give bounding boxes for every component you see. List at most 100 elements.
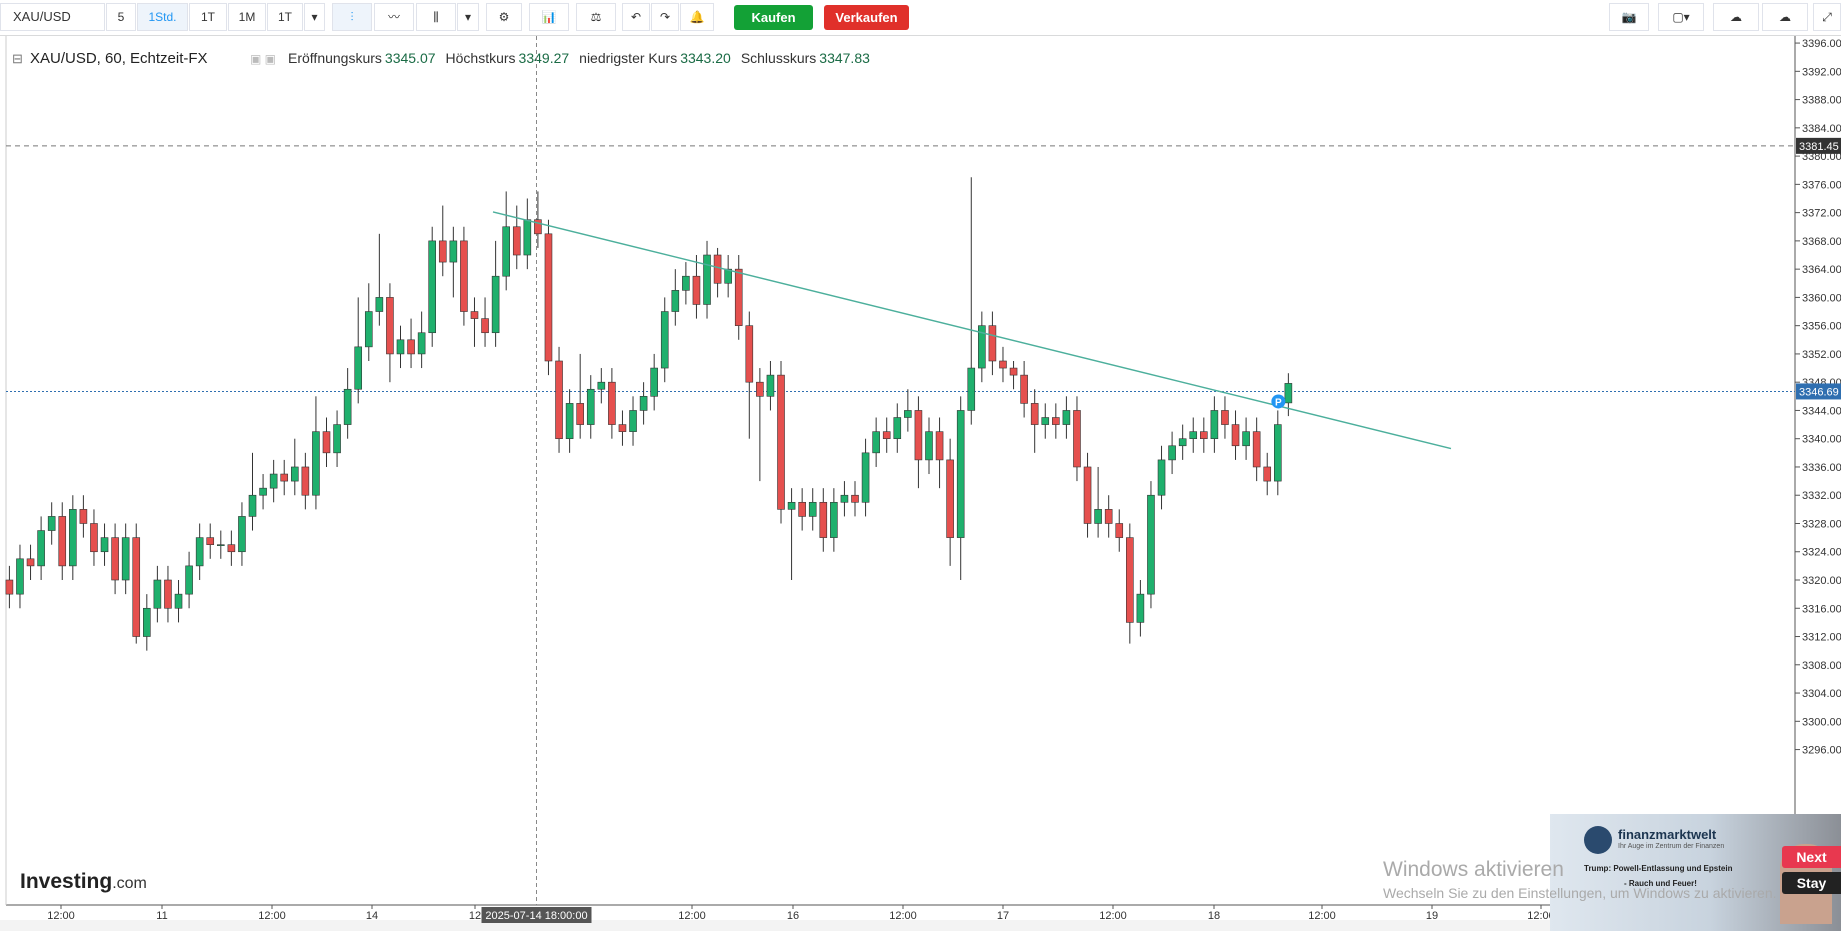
candle-body (1242, 431, 1250, 447)
legend-name: Höchstkurs (446, 50, 516, 66)
sell-button[interactable]: Verkaufen (824, 5, 909, 30)
x-tick-label: 12:00 (1099, 910, 1127, 922)
legend-name: Eröffnungskurs (288, 50, 382, 66)
candle-body (512, 226, 521, 256)
candle-body (946, 459, 954, 538)
settings-button[interactable]: ⚙ (486, 3, 522, 31)
candle-body (312, 431, 320, 496)
candle-body (269, 473, 278, 489)
compare-button[interactable]: ⚖ (576, 3, 616, 31)
candle-body (914, 410, 923, 461)
interval-button[interactable]: 5 (106, 3, 136, 31)
crosshair-label: 2025-07-14 18:00:00 (485, 910, 587, 922)
y-tick-label: 3340.00 (1802, 434, 1841, 446)
layout-button[interactable]: ▢▾ (1658, 3, 1704, 31)
candle-body (121, 537, 130, 581)
symbol-input[interactable]: XAU/USD (0, 3, 105, 31)
candle-body (238, 516, 246, 553)
candle-body (576, 403, 584, 425)
candle-body (1221, 410, 1229, 425)
candle-body (491, 275, 500, 334)
buy-button[interactable]: Kaufen (734, 5, 813, 30)
candle-body (470, 311, 479, 319)
legend-name: Schlusskurs (741, 50, 816, 66)
stay-button[interactable]: Stay (1782, 872, 1841, 894)
candle-body (143, 607, 151, 637)
legend-value: 3349.27 (519, 50, 570, 66)
candle-body (79, 509, 88, 524)
candle-body (16, 558, 24, 595)
x-tick-label: 12 (469, 910, 481, 922)
candle-body (174, 593, 183, 609)
candle-body (280, 473, 289, 482)
candle-body (1284, 383, 1293, 404)
candle-body (830, 501, 838, 538)
candle-body (808, 501, 817, 517)
y-tick-label: 3352.00 (1802, 349, 1841, 361)
interval-button[interactable]: 1M (228, 3, 266, 31)
brand-tagline: Ihr Auge im Zentrum der Finanzen (1618, 843, 1725, 850)
candle-body (1189, 431, 1198, 440)
candle-body (660, 311, 669, 369)
candle-body (756, 381, 764, 397)
y-tick-label: 3376.00 (1802, 179, 1841, 191)
candle-body (343, 388, 352, 425)
indicators-button[interactable]: 📊 (529, 3, 569, 31)
load-button[interactable]: ☁ (1713, 3, 1759, 31)
watermark-suffix: .com (112, 875, 147, 892)
windows-watermark: Windows aktivieren (1383, 858, 1564, 881)
x-tick-label: 12:00 (1308, 910, 1336, 922)
candle-body (935, 431, 944, 461)
x-tick-label: 19 (1426, 910, 1438, 922)
position-marker-label: P (1275, 397, 1282, 408)
trendline (492, 211, 1452, 450)
x-tick-label: 12:00 (889, 910, 917, 922)
video-headline: - Rauch und Feuer! (1624, 879, 1697, 888)
candle-body (227, 544, 236, 553)
candle-body (1115, 523, 1124, 538)
screenshot-button[interactable]: 📷 (1609, 3, 1649, 31)
candle-body (100, 537, 109, 553)
candle-body (692, 275, 701, 305)
candle-body (734, 268, 743, 326)
line-type-button[interactable]: 〰 (374, 3, 414, 31)
y-tick-label: 3364.00 (1802, 264, 1841, 276)
candle-body (1062, 410, 1071, 425)
undo-button[interactable]: ↶ (622, 3, 650, 31)
candle-body (1030, 403, 1039, 425)
candle-body (671, 290, 680, 312)
candle-body (978, 325, 986, 369)
candle-body (724, 268, 732, 284)
candle-body (1210, 410, 1219, 440)
candle-body (1126, 537, 1134, 623)
candle-body (629, 410, 637, 432)
collapse-icon[interactable]: ⊟ (12, 51, 23, 66)
dropdown-button[interactable]: ▾ (457, 3, 479, 31)
interval-button[interactable]: 1T (189, 3, 227, 31)
candle-body (206, 537, 215, 545)
candle-type-button[interactable]: ⫶ (332, 3, 372, 31)
y-tick-label: 3308.00 (1802, 660, 1841, 672)
candle-body (1083, 466, 1092, 524)
fullscreen-button[interactable]: ⤢ (1813, 3, 1841, 31)
alert-button[interactable]: 🔔 (680, 3, 714, 31)
dropdown-button[interactable]: ▾ (304, 3, 325, 31)
brand-logo (1584, 826, 1612, 854)
price-line-label: 3381.45 (1799, 141, 1839, 153)
redo-button[interactable]: ↷ (651, 3, 679, 31)
x-tick-label: 12:00 (47, 910, 75, 922)
interval-button[interactable]: 1Std. (137, 3, 188, 31)
interval-button[interactable]: 1T (267, 3, 303, 31)
y-tick-label: 3392.00 (1802, 66, 1841, 78)
scrollbar[interactable] (0, 920, 1841, 931)
next-button[interactable]: Next (1782, 846, 1841, 868)
candle-body (428, 240, 437, 334)
y-tick-label: 3328.00 (1802, 518, 1841, 530)
save-button[interactable]: ☁ (1762, 3, 1808, 31)
candle-body (185, 565, 193, 595)
candle-body (777, 374, 785, 510)
bar-type-button[interactable]: ⫼ (416, 3, 456, 31)
candle-body (132, 537, 141, 637)
candle-body (956, 410, 965, 538)
candle-body (534, 219, 542, 235)
